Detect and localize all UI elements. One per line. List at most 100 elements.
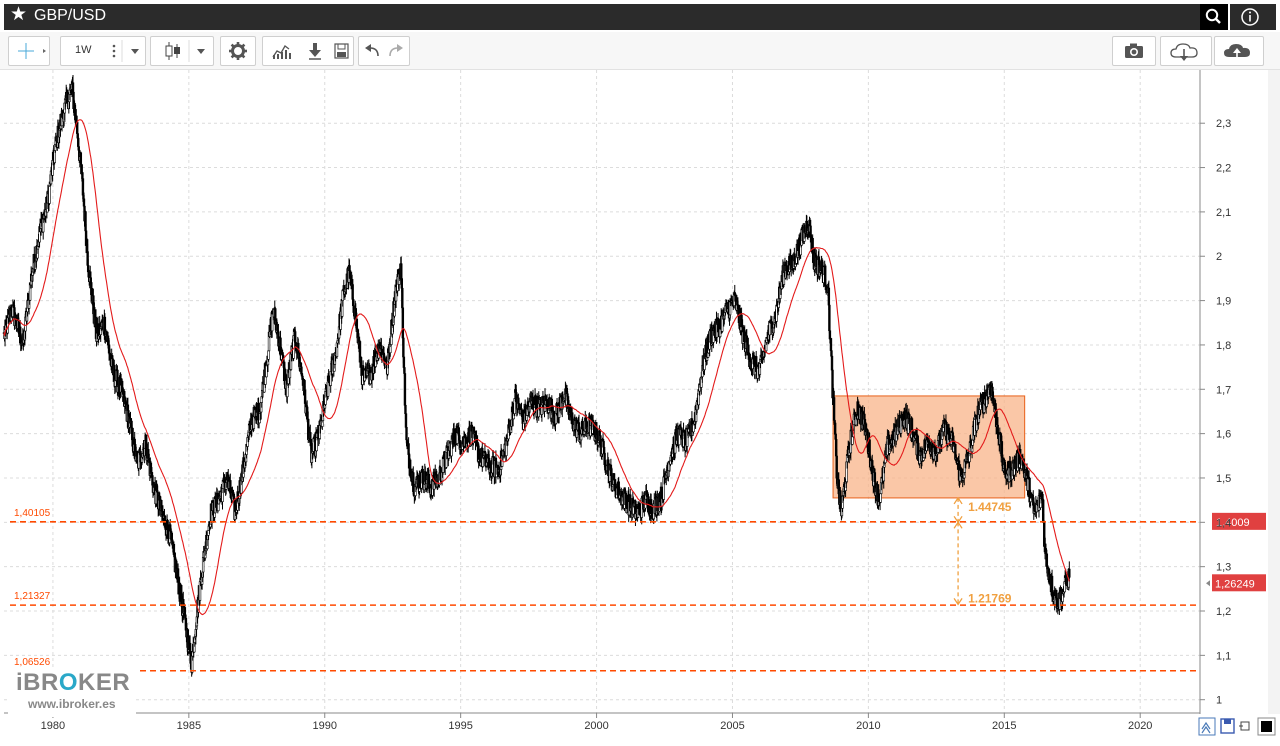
chart-type-selector[interactable] <box>150 36 214 66</box>
fullscreen-icon[interactable] <box>1257 717 1276 736</box>
level-price-tag-text: 1,4009 <box>1216 517 1250 529</box>
candle-body <box>213 512 216 518</box>
candle-body <box>403 373 407 406</box>
search-button[interactable] <box>1200 4 1228 30</box>
y-tick-label: 2,3 <box>1216 118 1231 130</box>
moving-average-line <box>3 119 1070 616</box>
measure-label: 1.21769 <box>968 591 1012 605</box>
y-tick-label: 1,6 <box>1216 429 1231 441</box>
crosshair-icon <box>18 43 46 59</box>
level-label: 1,40105 <box>14 508 51 519</box>
title-bar-background <box>4 4 1200 30</box>
current-price-tag <box>1212 574 1266 592</box>
x-tick-label: 2020 <box>1128 720 1152 732</box>
x-tick-label: 1995 <box>448 720 472 732</box>
undo-redo-group <box>358 36 410 66</box>
time-axis[interactable]: 1980 1985 1990 1995 2000 2005 2010 2015 2020 <box>4 712 1200 732</box>
crosshair-tool-button[interactable] <box>8 36 50 66</box>
measure-arrows[interactable]: 1.44745 1.21769 <box>953 496 1012 606</box>
info-button[interactable] <box>1230 4 1276 30</box>
camera-icon <box>1125 43 1143 58</box>
candle-body <box>267 350 270 360</box>
brand-url: www.ibroker.es <box>28 697 116 711</box>
brand-name-o: O <box>58 669 79 696</box>
floppy-icon[interactable] <box>1220 718 1235 734</box>
candle-body <box>209 523 212 528</box>
analysis-tools-icons <box>272 43 349 60</box>
symbol-title: GBP/USD <box>34 7 107 24</box>
brand-name-part: iBR <box>16 669 59 696</box>
candle-body <box>120 380 124 389</box>
x-tick-label: 1990 <box>313 720 337 732</box>
measure-label: 1.44745 <box>968 500 1012 514</box>
analysis-tools-group <box>262 36 354 66</box>
level-price-tag <box>1212 512 1266 530</box>
candle-body <box>405 427 408 441</box>
y-tick-label: 2,2 <box>1216 163 1231 175</box>
brand-name: iBROKER <box>16 669 130 697</box>
undo-redo-icons <box>365 44 403 57</box>
undo-icon <box>365 44 379 57</box>
current-price-marker <box>1206 580 1210 587</box>
level-label: 1,06526 <box>14 657 51 668</box>
timeframe-selector[interactable]: 1W <box>60 36 146 66</box>
candle-body <box>412 472 415 492</box>
candle-body <box>828 304 831 332</box>
horizontal-levels[interactable]: 1,40105 1,4009 1,21327 1,06526 1,26249 <box>10 508 1266 672</box>
candle-body <box>184 614 187 619</box>
candle-body <box>832 390 835 398</box>
indicators-icon <box>272 45 291 59</box>
title-bar: ★ GBP/USD <box>0 0 1280 32</box>
candlestick-icon <box>165 40 205 62</box>
candle-body <box>1044 543 1047 549</box>
bottom-controls-icons <box>1198 717 1276 736</box>
ma-line <box>3 119 1070 616</box>
redo-icon <box>389 44 403 57</box>
y-tick-label: 1,1 <box>1216 650 1231 662</box>
level-label: 1,21327 <box>14 591 51 602</box>
bottom-right-controls <box>1196 714 1280 741</box>
cloud-upload-button[interactable] <box>1214 36 1264 66</box>
axis-scroll-strip <box>1268 70 1280 741</box>
pin-icon[interactable] <box>1239 721 1250 731</box>
measure-arrowhead <box>953 597 963 606</box>
cloud-upload-icon <box>1224 44 1250 60</box>
candle-body <box>833 422 837 435</box>
y-tick-label: 2,1 <box>1216 207 1231 219</box>
autoscale-icon[interactable] <box>1198 717 1216 736</box>
y-tick-label: 1,2 <box>1216 606 1231 618</box>
current-price-tag-text: 1,26249 <box>1215 578 1255 590</box>
price-chart[interactable]: 1,40105 1,4009 1,21327 1,06526 1,26249 1.447… <box>0 70 1280 741</box>
brand-name-part: KER <box>78 669 131 696</box>
y-tick-label: 1,3 <box>1216 562 1231 574</box>
candle-body <box>48 185 51 204</box>
candle-body <box>747 344 750 354</box>
star-icon[interactable]: ★ <box>10 4 28 25</box>
candle-body <box>400 263 403 279</box>
cloud-download-button[interactable] <box>1160 36 1212 66</box>
candle-body <box>945 421 948 425</box>
candle-body <box>217 503 220 512</box>
candle-body <box>525 415 528 421</box>
x-tick-label: 2005 <box>720 720 744 732</box>
screenshot-button[interactable] <box>1112 36 1156 66</box>
candle-body <box>830 355 834 371</box>
x-tick-label: 2000 <box>584 720 608 732</box>
x-tick-label: 2015 <box>992 720 1016 732</box>
candle-body <box>401 287 404 309</box>
x-tick-label: 1985 <box>177 720 201 732</box>
settings-button[interactable] <box>220 36 256 66</box>
more-vert-icon <box>112 40 139 62</box>
x-tick-label: 1980 <box>41 720 65 732</box>
candle-body <box>942 427 945 433</box>
chart-toolbar: 1W <box>0 32 1280 70</box>
price-axis[interactable]: 1 1,1 1,2 1,3 1,4 1,5 1,6 1,7 1,8 1,9 2 2,1 2,2 2,3 <box>1199 70 1280 741</box>
gear-icon <box>229 42 247 60</box>
x-tick-label: 2010 <box>856 720 880 732</box>
info-icon <box>1241 8 1259 26</box>
y-tick-label: 1 <box>1216 695 1222 707</box>
candle-body <box>940 438 943 445</box>
cloud-download-icon <box>1170 43 1198 61</box>
measure-arrowhead <box>953 496 963 505</box>
broker-logo: iBROKER www.ibroker.es <box>8 667 136 717</box>
